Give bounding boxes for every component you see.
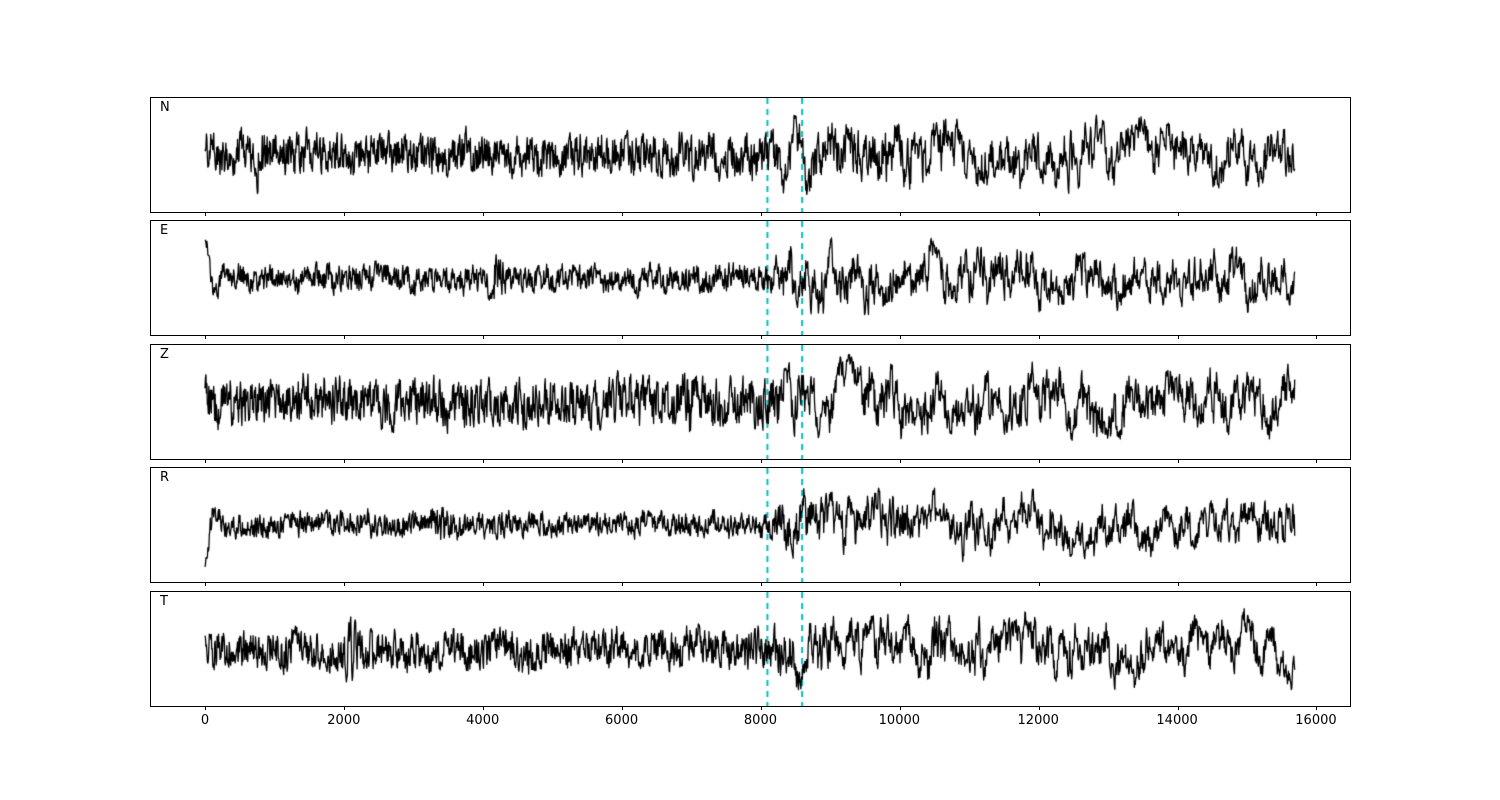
x-tick-mark xyxy=(899,582,901,586)
subplot-channel-n: N xyxy=(150,97,1351,216)
x-tick-label: 12000 xyxy=(1017,713,1059,728)
x-tick-mark xyxy=(344,706,346,710)
x-tick-mark xyxy=(1038,335,1040,339)
x-tick-label: 2000 xyxy=(327,713,361,728)
x-tick-mark xyxy=(899,706,901,710)
x-tick-mark xyxy=(1177,335,1179,339)
x-tick-mark xyxy=(899,212,901,216)
x-tick-mark xyxy=(760,706,762,710)
subplot-channel-z: Z xyxy=(150,344,1351,463)
x-tick-label: 0 xyxy=(200,713,210,728)
channel-label-t: T xyxy=(160,594,168,609)
x-tick-mark xyxy=(760,212,762,216)
x-tick-mark xyxy=(1316,706,1318,710)
x-tick-mark xyxy=(622,335,624,339)
x-tick-mark xyxy=(483,459,485,463)
x-tick-mark xyxy=(899,459,901,463)
x-tick-mark xyxy=(622,582,624,586)
x-tick-mark xyxy=(205,212,207,216)
x-tick-label: 14000 xyxy=(1156,713,1198,728)
x-tick-mark xyxy=(1038,582,1040,586)
waveform-canvas-r xyxy=(151,468,1350,582)
x-tick-mark xyxy=(899,335,901,339)
x-tick-mark xyxy=(1316,459,1318,463)
x-tick-mark xyxy=(1177,459,1179,463)
waveform-canvas-e xyxy=(151,221,1350,335)
subplot-channel-t: T xyxy=(150,591,1351,710)
x-tick-mark xyxy=(1177,706,1179,710)
x-tick-mark xyxy=(760,582,762,586)
x-tick-mark xyxy=(1316,212,1318,216)
x-tick-mark xyxy=(1038,459,1040,463)
x-tick-mark xyxy=(1038,212,1040,216)
x-tick-mark xyxy=(622,706,624,710)
x-tick-mark xyxy=(344,335,346,339)
x-tick-label: 4000 xyxy=(466,713,500,728)
x-tick-mark xyxy=(483,582,485,586)
x-axis-tick-labels: 0 2000 4000 6000 8000 10000 12000 14000 16000 xyxy=(151,713,1350,733)
waveform-canvas-t xyxy=(151,592,1350,706)
x-tick-mark xyxy=(205,459,207,463)
x-tick-mark xyxy=(483,212,485,216)
channel-label-e: E xyxy=(160,223,169,238)
x-tick-mark xyxy=(1316,582,1318,586)
x-tick-mark xyxy=(205,335,207,339)
x-tick-mark xyxy=(205,706,207,710)
x-tick-label: 6000 xyxy=(605,713,639,728)
waveform-canvas-z xyxy=(151,345,1350,459)
x-tick-mark xyxy=(205,582,207,586)
x-tick-label: 16000 xyxy=(1295,713,1337,728)
subplot-channel-r: R xyxy=(150,467,1351,586)
x-tick-mark xyxy=(344,212,346,216)
x-tick-mark xyxy=(760,335,762,339)
x-tick-label: 8000 xyxy=(743,713,777,728)
x-tick-mark xyxy=(483,335,485,339)
x-tick-mark xyxy=(483,706,485,710)
channel-label-n: N xyxy=(160,100,170,115)
x-tick-mark xyxy=(1177,582,1179,586)
x-tick-mark xyxy=(1177,212,1179,216)
x-tick-mark xyxy=(622,212,624,216)
x-tick-mark xyxy=(760,459,762,463)
channel-label-r: R xyxy=(160,470,170,485)
channel-label-z: Z xyxy=(160,347,169,362)
x-tick-mark xyxy=(1038,706,1040,710)
x-tick-mark xyxy=(344,582,346,586)
x-tick-mark xyxy=(1316,335,1318,339)
x-tick-mark xyxy=(344,459,346,463)
x-tick-label: 10000 xyxy=(878,713,921,728)
subplot-channel-e: E xyxy=(150,220,1351,339)
x-tick-mark xyxy=(622,459,624,463)
waveform-canvas-n xyxy=(151,98,1350,212)
